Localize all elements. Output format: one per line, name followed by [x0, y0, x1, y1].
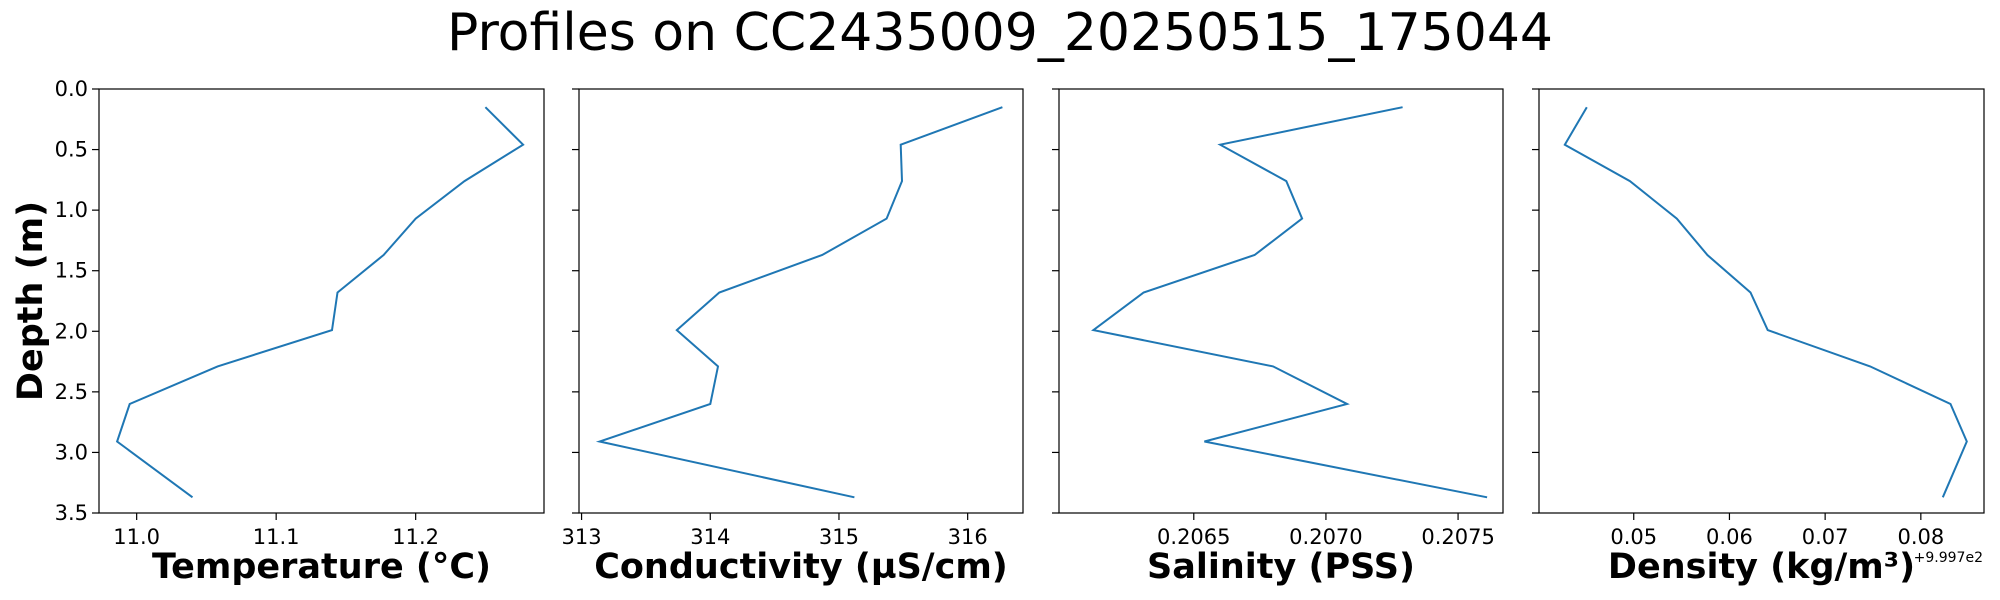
x-tick-label: 313 — [562, 525, 602, 549]
x-tick-label: 315 — [819, 525, 859, 549]
y-tick-label: 0.0 — [55, 77, 88, 101]
x-tick-label: 11.0 — [113, 525, 160, 549]
plot-frame-1 — [98, 88, 545, 514]
x-axis-label: Density (kg/m³) — [1608, 547, 1915, 587]
x-tick-label: 11.1 — [253, 525, 300, 549]
x-tick-label: 0.07 — [1802, 525, 1849, 549]
x-tick-label: 0.05 — [1610, 525, 1657, 549]
x-axis-label: Salinity (PSS) — [1147, 547, 1415, 587]
x-tick-label: 0.2070 — [1289, 525, 1362, 549]
x-tick-label: 316 — [948, 525, 988, 549]
plot-frame-4 — [1538, 88, 1985, 514]
y-tick-label: 2.0 — [55, 319, 88, 343]
plot-frame-2 — [578, 88, 1024, 514]
x-axis-label: Temperature (°C) — [152, 547, 491, 587]
x-tick-label: 0.2075 — [1421, 525, 1494, 549]
profile-line-1 — [115, 106, 525, 499]
x-tick-label: 0.2065 — [1157, 525, 1230, 549]
plot-frame-3 — [1058, 88, 1504, 514]
x-axis-label: Conductivity (µS/cm) — [594, 547, 1008, 587]
chart-title: Profiles on CC2435009_20250515_175044 — [447, 3, 1553, 63]
y-tick-label: 1.5 — [55, 259, 88, 283]
x-tick-label: 11.2 — [392, 525, 439, 549]
y-axis-label: Depth (m) — [11, 201, 51, 401]
y-tick-label: 0.5 — [55, 138, 88, 162]
y-tick-label: 2.5 — [55, 380, 88, 404]
profile-line-2 — [595, 106, 1003, 499]
x-tick-label: 314 — [690, 525, 730, 549]
y-tick-label: 3.5 — [55, 501, 88, 525]
x-tick-label: 0.06 — [1706, 525, 1753, 549]
y-tick-label: 3.0 — [55, 440, 88, 464]
y-tick-label: 1.0 — [55, 198, 88, 222]
profile-line-3 — [1091, 106, 1488, 499]
x-offset-label: +9.997e2 — [1914, 550, 1983, 566]
profile-line-4 — [1563, 106, 1968, 498]
x-tick-label: 0.08 — [1897, 525, 1944, 549]
